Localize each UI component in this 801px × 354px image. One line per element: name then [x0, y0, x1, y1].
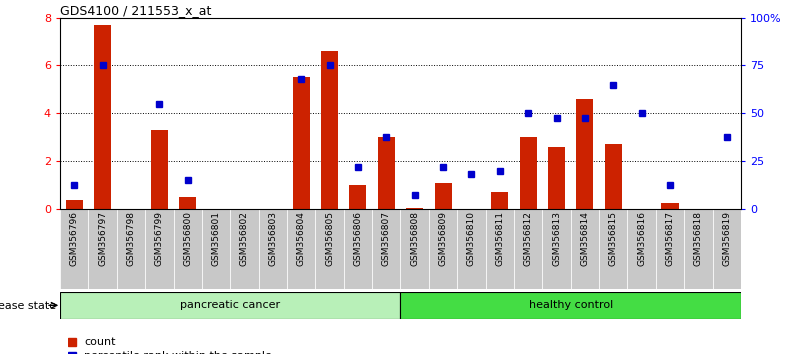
Text: GSM356817: GSM356817 — [666, 211, 674, 266]
Text: GSM356812: GSM356812 — [524, 211, 533, 266]
Bar — [60, 292, 400, 319]
Bar — [662, 203, 678, 209]
Text: GSM356799: GSM356799 — [155, 211, 164, 266]
Bar — [95, 25, 111, 209]
Text: GSM356802: GSM356802 — [240, 211, 249, 266]
FancyBboxPatch shape — [88, 209, 117, 289]
Bar — [66, 200, 83, 209]
Text: GSM356808: GSM356808 — [410, 211, 419, 266]
FancyBboxPatch shape — [542, 209, 570, 289]
Bar — [577, 99, 594, 209]
Text: GSM356818: GSM356818 — [694, 211, 702, 266]
Bar — [378, 137, 395, 209]
Text: GSM356807: GSM356807 — [382, 211, 391, 266]
Text: pancreatic cancer: pancreatic cancer — [180, 300, 280, 310]
Text: count: count — [84, 337, 115, 347]
FancyBboxPatch shape — [202, 209, 231, 289]
Bar — [321, 51, 338, 209]
Text: GSM356811: GSM356811 — [495, 211, 505, 266]
FancyBboxPatch shape — [372, 209, 400, 289]
FancyBboxPatch shape — [287, 209, 316, 289]
Bar — [292, 78, 310, 209]
FancyBboxPatch shape — [117, 209, 145, 289]
FancyBboxPatch shape — [259, 209, 287, 289]
Text: GSM356798: GSM356798 — [127, 211, 135, 266]
Text: GDS4100 / 211553_x_at: GDS4100 / 211553_x_at — [60, 4, 211, 17]
Text: GSM356814: GSM356814 — [581, 211, 590, 266]
Text: healthy control: healthy control — [529, 300, 613, 310]
Text: GSM356816: GSM356816 — [637, 211, 646, 266]
Text: GSM356796: GSM356796 — [70, 211, 78, 266]
Text: GSM356815: GSM356815 — [609, 211, 618, 266]
FancyBboxPatch shape — [599, 209, 627, 289]
Text: GSM356805: GSM356805 — [325, 211, 334, 266]
FancyBboxPatch shape — [344, 209, 372, 289]
Text: disease state: disease state — [0, 301, 56, 310]
Text: GSM356819: GSM356819 — [723, 211, 731, 266]
FancyBboxPatch shape — [60, 209, 88, 289]
Bar — [151, 130, 168, 209]
FancyBboxPatch shape — [400, 209, 429, 289]
FancyBboxPatch shape — [231, 209, 259, 289]
FancyBboxPatch shape — [145, 209, 174, 289]
Text: percentile rank within the sample: percentile rank within the sample — [84, 351, 272, 354]
FancyBboxPatch shape — [684, 209, 713, 289]
Text: GSM356806: GSM356806 — [353, 211, 362, 266]
Bar — [406, 208, 423, 209]
FancyBboxPatch shape — [174, 209, 202, 289]
Bar — [491, 192, 509, 209]
Bar — [179, 197, 196, 209]
Bar — [434, 183, 452, 209]
Text: GSM356813: GSM356813 — [552, 211, 561, 266]
Text: GSM356809: GSM356809 — [439, 211, 448, 266]
FancyBboxPatch shape — [514, 209, 542, 289]
Text: GSM356803: GSM356803 — [268, 211, 277, 266]
FancyBboxPatch shape — [429, 209, 457, 289]
FancyBboxPatch shape — [570, 209, 599, 289]
Bar — [520, 137, 537, 209]
Text: GSM356810: GSM356810 — [467, 211, 476, 266]
FancyBboxPatch shape — [627, 209, 656, 289]
FancyBboxPatch shape — [485, 209, 514, 289]
Text: GSM356797: GSM356797 — [99, 211, 107, 266]
Text: GSM356800: GSM356800 — [183, 211, 192, 266]
Bar — [548, 147, 565, 209]
Bar — [349, 185, 366, 209]
FancyBboxPatch shape — [316, 209, 344, 289]
FancyBboxPatch shape — [713, 209, 741, 289]
Text: GSM356801: GSM356801 — [211, 211, 220, 266]
FancyBboxPatch shape — [457, 209, 485, 289]
FancyBboxPatch shape — [656, 209, 684, 289]
Text: GSM356804: GSM356804 — [296, 211, 306, 266]
Bar — [605, 144, 622, 209]
Bar — [400, 292, 741, 319]
